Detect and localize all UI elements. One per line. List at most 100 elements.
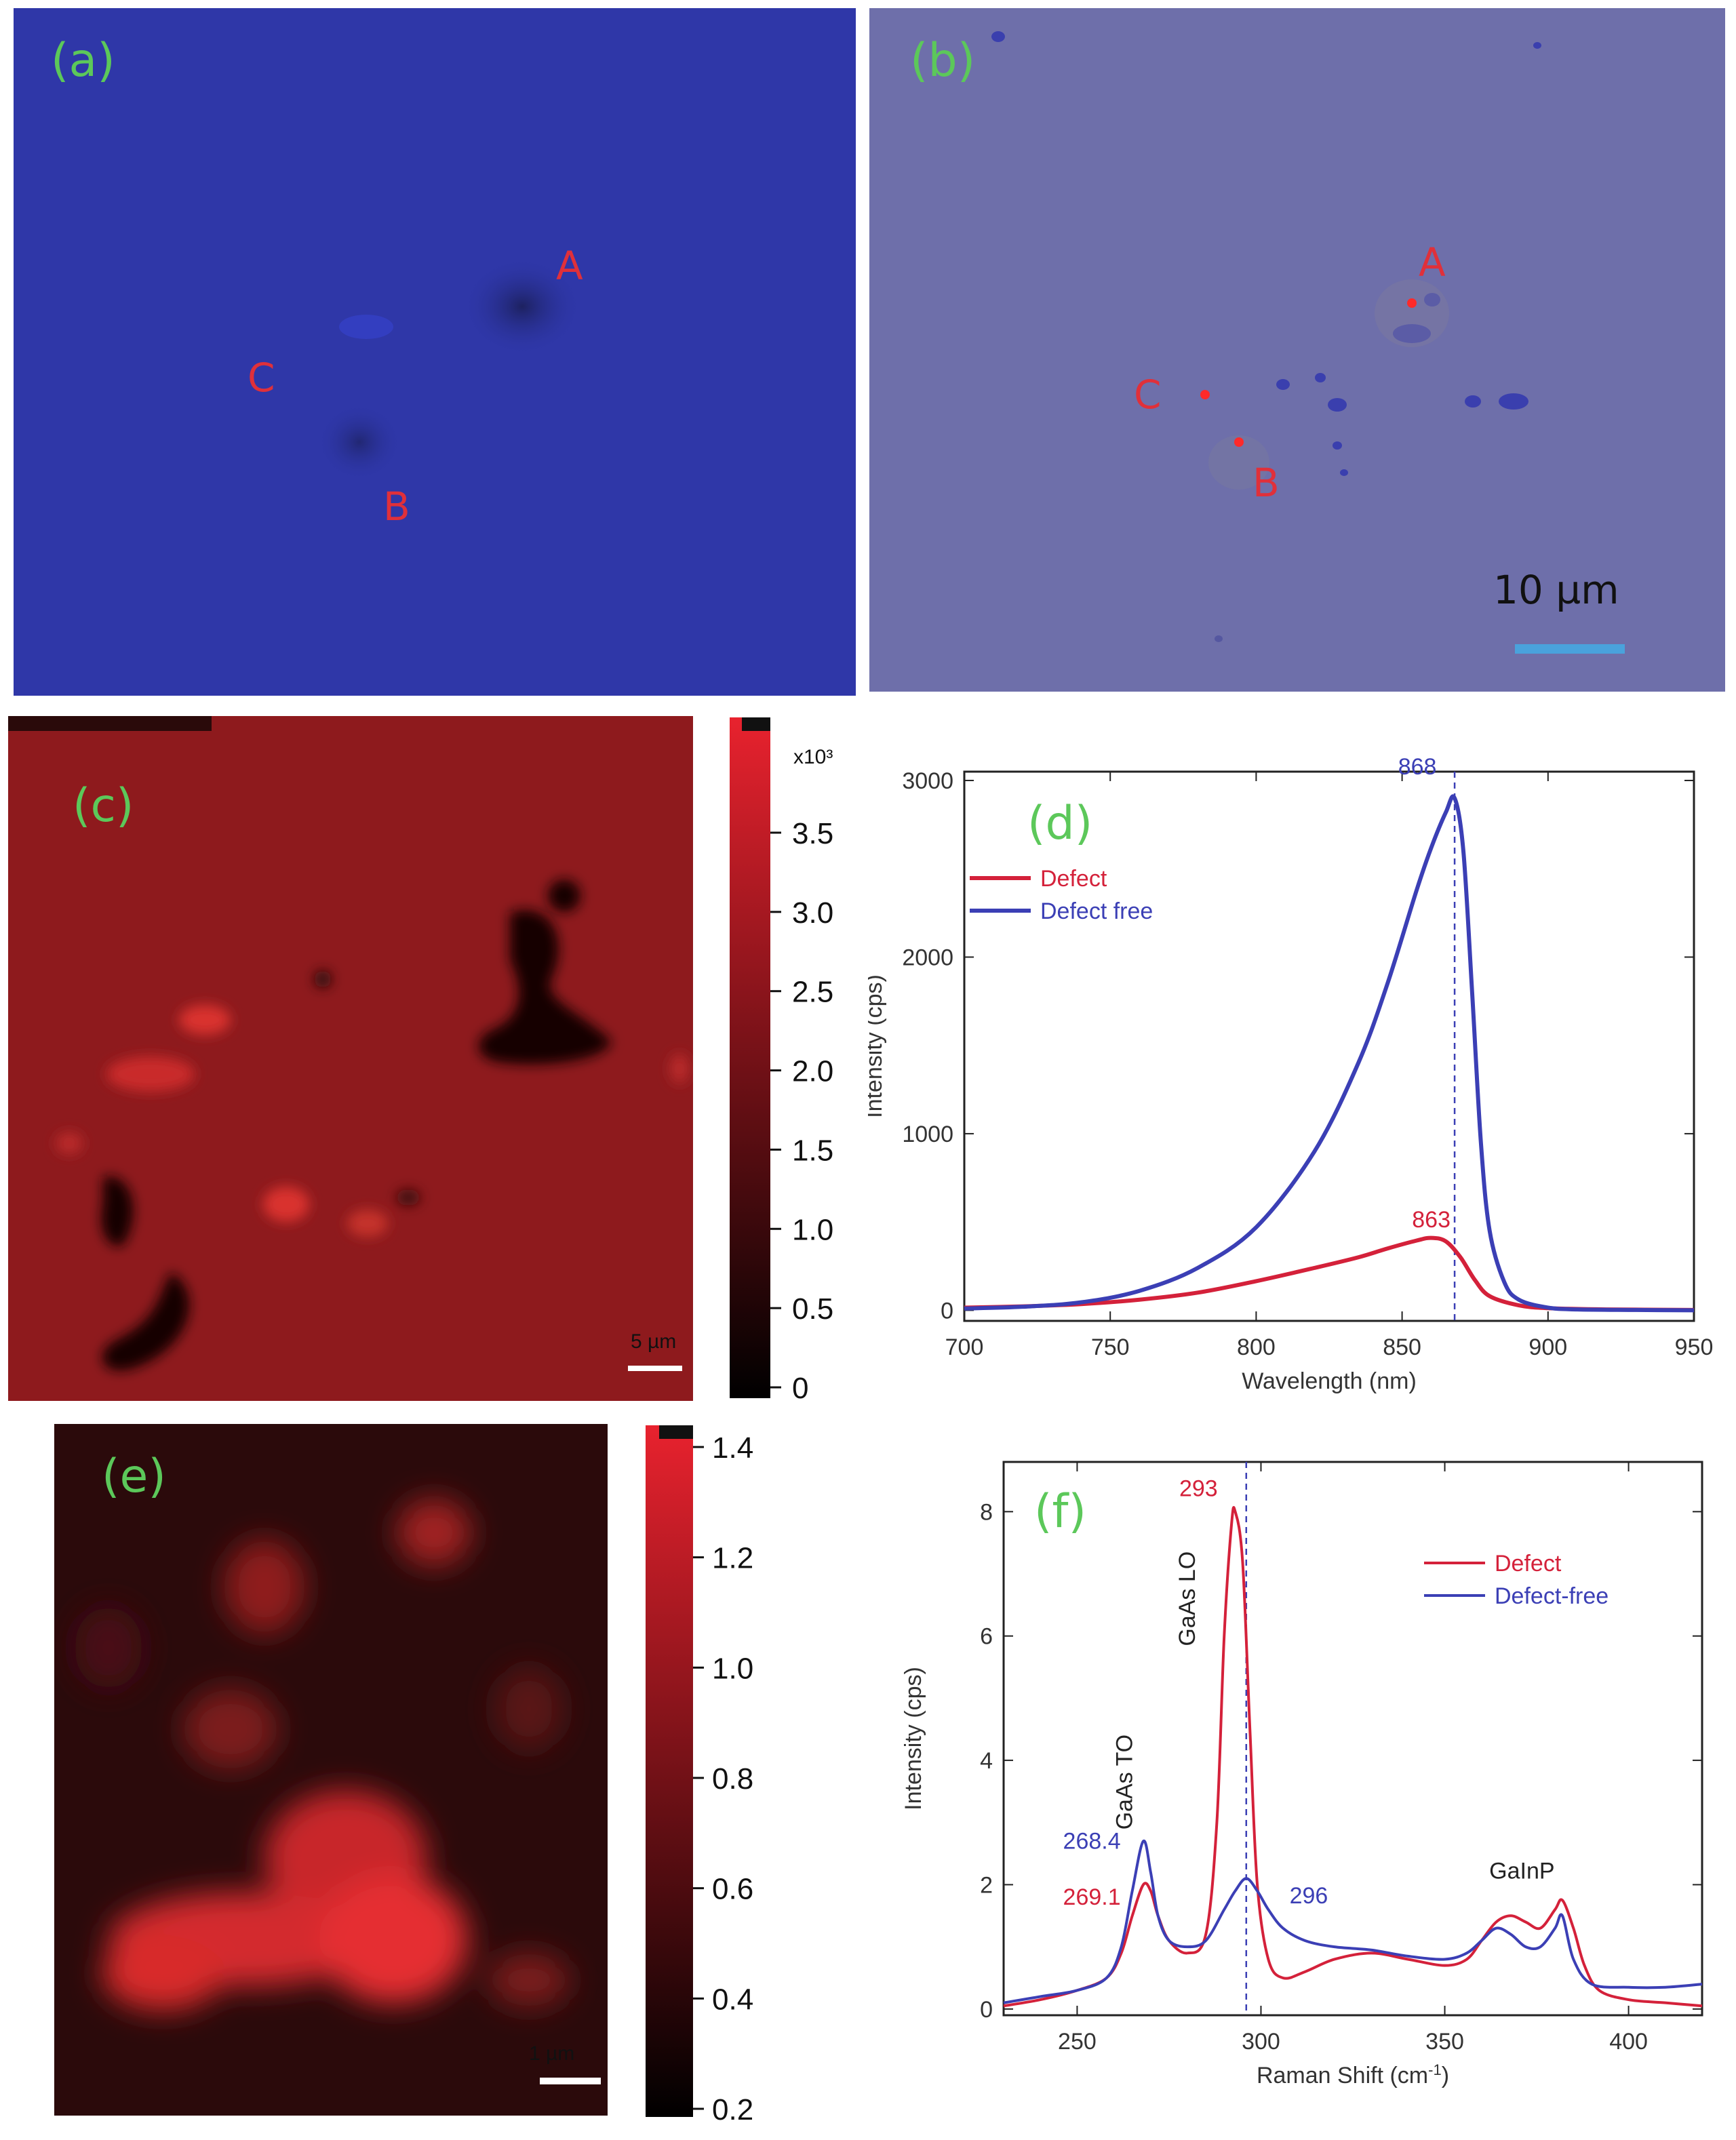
x-tick-label: 350: [1425, 2029, 1464, 2055]
peak-annotation: 868: [1398, 754, 1437, 780]
panel-e-raman-map: (e) 1 µm: [54, 1424, 608, 2116]
x-tick-label: 950: [1675, 1334, 1714, 1360]
defect-halo: [1375, 279, 1449, 347]
y-tick-label: 8: [980, 1499, 993, 1525]
peak-annotation: 269.1: [1063, 1884, 1121, 1910]
defect-spot: [1315, 373, 1326, 382]
measurement-point-c: [1200, 390, 1210, 399]
colorbar-tick-label: 1.0: [792, 1213, 833, 1246]
defect-spot: [1340, 469, 1348, 476]
marker-b: B: [1252, 460, 1280, 506]
panel-b-label: (b): [910, 34, 975, 87]
scale-bar: [1515, 644, 1625, 654]
chart-f-raman-spectra: 250 300 350 400 0 2 4 6 8 Defect Defect-free Raman …: [882, 1424, 1729, 2136]
plot-frame: [963, 770, 1695, 1322]
measurement-point-b: [1234, 437, 1244, 447]
peak-annotation: 296: [1290, 1883, 1328, 1909]
peak-annotation: 863: [1412, 1207, 1451, 1233]
colorbar-tick-label: 1.4: [712, 1431, 753, 1465]
peak-annotation: GaInP: [1489, 1858, 1554, 1884]
chart-d-pl-spectra: 700 750 800 850 900 950 0 1000 2000 3000 Defect Def…: [868, 732, 1729, 1417]
panel-e-colorbar: 1.4 1.2 1.0 0.8 0.6 0.4 0.2: [642, 1424, 777, 2129]
colorbar-tick-label: 0.5: [792, 1292, 833, 1326]
panel-b-micrograph: (b) A C B 10 µm: [869, 8, 1725, 692]
x-tick-label: 300: [1242, 2029, 1280, 2055]
x-tick-label: 250: [1058, 2029, 1097, 2055]
x-tick-label: 850: [1383, 1334, 1421, 1360]
defect-spot: [1499, 393, 1528, 410]
marker-a: A: [1419, 239, 1446, 285]
panel-a-label: (a): [51, 34, 115, 87]
colorbar-tick-label: 1.2: [712, 1542, 753, 1575]
y-tick-label: 4: [980, 1748, 993, 1774]
y-tick-label: 2: [980, 1872, 993, 1898]
x-tick-label: 700: [945, 1334, 984, 1360]
legend-label: Defect: [1495, 1551, 1562, 1577]
y-tick-label: 6: [980, 1624, 993, 1650]
colorbar-tick-label: 0.4: [712, 1983, 753, 2016]
y-axis-label: Intensity (cps): [901, 1667, 926, 1810]
defect-spot: [1215, 635, 1223, 642]
defect-spot: [1328, 398, 1347, 412]
colorbar-tick-label: 1.0: [712, 1652, 753, 1685]
colorbar-tick-label: 1.5: [792, 1134, 833, 1167]
measurement-point-a: [1407, 298, 1417, 308]
peak-annotation: 293: [1179, 1475, 1218, 1501]
defect-spot: [991, 31, 1005, 42]
scale-bar: [628, 1366, 682, 1371]
colorbar-tick-label: 2.0: [792, 1055, 833, 1088]
panel-e-label: (e): [102, 1450, 166, 1503]
x-axis-label: Wavelength (nm): [1242, 1368, 1417, 1394]
x-axis-label: Raman Shift (cm-1): [1257, 2061, 1449, 2089]
series-line-defect-free: [964, 794, 1695, 1313]
series-line-defect: [1003, 1506, 1703, 2008]
panel-c-pl-map: (c) 5 µm: [8, 716, 693, 1401]
colorbar-tick-label: 2.5: [792, 976, 833, 1009]
plot-frame: [1002, 1461, 1703, 2017]
colorbar-tick-label: 0.8: [712, 1762, 753, 1796]
defect-spot: [1465, 395, 1481, 408]
marker-c: C: [1134, 372, 1162, 418]
defect-spot: [1533, 42, 1541, 49]
panel-c-label: (c): [73, 779, 134, 833]
legend-label: Defect: [1040, 866, 1107, 892]
defect-spot: [1333, 441, 1342, 450]
panel-c-colorbar: x10³ 3.5 3.0 2.5 2.0 1.5 1.0 0.5 0: [726, 716, 888, 1401]
peak-annotation: GaAs TO: [1112, 1735, 1138, 1829]
colorbar-tick-label: 0.2: [712, 2093, 753, 2126]
panel-d-label: (d): [1027, 797, 1092, 850]
colorbar-tick-label: 0: [792, 1372, 808, 1401]
y-tick-label: 0: [941, 1298, 953, 1324]
x-tick-label: 750: [1091, 1334, 1130, 1360]
marker-b: B: [383, 483, 410, 530]
y-axis-label: Intensity (cps): [868, 974, 887, 1118]
scale-bar-label: 10 µm: [1493, 567, 1619, 613]
y-tick-label: 2000: [902, 945, 953, 970]
colorbar-tick-label: 3.5: [792, 817, 833, 850]
y-tick-label: 1000: [902, 1122, 953, 1147]
marker-c: C: [248, 355, 275, 401]
panel-a-micrograph: (a) A C B: [14, 8, 856, 696]
series-line-defect-free: [1003, 1840, 1703, 2004]
defect-spot: [1276, 379, 1290, 390]
x-tick-label: 800: [1237, 1334, 1276, 1360]
colorbar-gradient: [646, 1425, 693, 2117]
scale-bar-label: 1 µm: [529, 2042, 574, 2065]
legend-label: Defect-free: [1495, 1583, 1609, 1609]
peak-annotation: GaAs LO: [1175, 1551, 1200, 1646]
x-tick-label: 400: [1609, 2029, 1648, 2055]
marker-a: A: [556, 243, 583, 289]
scale-bar-label: 5 µm: [631, 1330, 676, 1353]
colorbar-tick-label: 3.0: [792, 896, 833, 930]
colorbar-gradient: [730, 717, 770, 1398]
legend-label: Defect free: [1040, 898, 1153, 924]
y-tick-label: 0: [980, 1997, 993, 2023]
colorbar-multiplier: x10³: [793, 746, 833, 768]
defect-halo: [1208, 435, 1269, 490]
series-line-defect: [964, 1235, 1695, 1312]
scale-bar: [540, 2078, 601, 2084]
peak-annotation: 268.4: [1063, 1828, 1121, 1854]
colorbar-tick-label: 0.6: [712, 1873, 753, 1906]
y-tick-label: 3000: [902, 768, 953, 794]
panel-f-label: (f): [1034, 1485, 1086, 1539]
